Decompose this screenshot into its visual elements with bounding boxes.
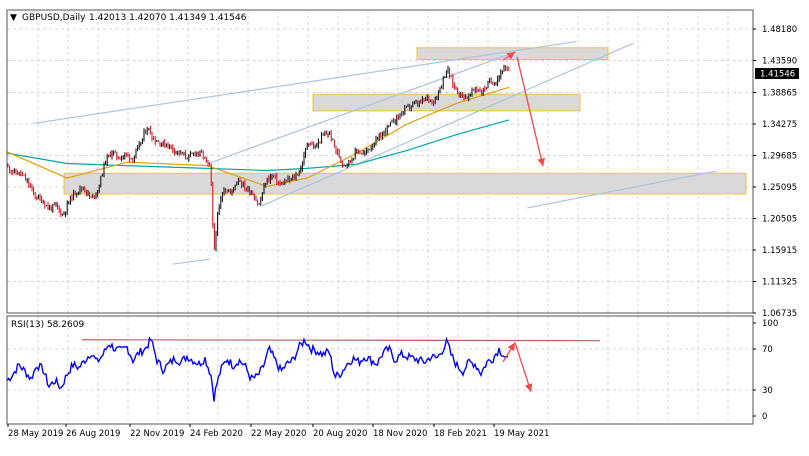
collapse-arrow-icon[interactable]: ▼ <box>10 13 17 23</box>
time-tick-label: 18 Feb 2021 <box>434 429 487 439</box>
rsi-grid <box>7 316 753 424</box>
time-tick-label: 19 May 2021 <box>494 429 549 439</box>
slow-moving-average-line <box>6 119 510 172</box>
price-tick-label: 1.38865 <box>762 89 797 99</box>
main-panel-frame <box>6 9 754 314</box>
trendline[interactable] <box>33 40 577 124</box>
trendline[interactable] <box>261 42 635 207</box>
time-tick-label: 24 Feb 2020 <box>190 429 243 439</box>
time-tick-label: 28 May 2019 <box>8 429 63 439</box>
symbol-timeframe: GBPUSD,Daily <box>22 13 86 23</box>
price-tick-label: 1.11325 <box>762 278 797 288</box>
fast-moving-average-line <box>6 86 510 188</box>
rsi-forecast-arrow[interactable] <box>502 342 516 363</box>
trendline[interactable] <box>207 52 513 165</box>
rsi-label: RSI(13) 58.2609 <box>11 320 84 330</box>
price-tick-label: 1.34275 <box>762 120 797 130</box>
trendline[interactable] <box>526 170 717 209</box>
time-tick-label: 18 Nov 2020 <box>373 429 427 439</box>
time-tick-label: 20 Aug 2020 <box>313 429 367 439</box>
rsi-axis: 100 70 30 0 <box>753 319 778 422</box>
time-axis: 28 May 2019 26 Aug 2019 22 Nov 2019 24 Feb … <box>7 424 549 439</box>
price-tick-label: 1.25095 <box>762 183 797 193</box>
current-price-value: 1.41546 <box>760 70 795 80</box>
forecast-arrows[interactable] <box>502 51 545 167</box>
rsi-resistance-line[interactable] <box>81 339 601 342</box>
rsi-line <box>6 336 509 402</box>
trendline[interactable] <box>172 258 211 265</box>
price-zone[interactable] <box>312 93 581 112</box>
rsi-tick-label: 70 <box>762 345 773 355</box>
forecast-arrow[interactable] <box>502 51 516 61</box>
rsi-panel <box>6 336 601 402</box>
ohlc-readout: 1.42013 1.42070 1.41349 1.41546 <box>89 13 247 23</box>
time-tick-label: 26 Aug 2019 <box>66 429 120 439</box>
current-price-tag-bg <box>755 68 799 79</box>
rsi-tick-label: 0 <box>762 412 767 422</box>
price-candles <box>7 64 510 252</box>
price-tick-label: 1.20505 <box>762 215 797 225</box>
rsi-tick-label: 30 <box>762 386 773 396</box>
price-tick-label: 1.06735 <box>762 309 797 319</box>
main-grid <box>7 10 753 314</box>
price-zone[interactable] <box>63 172 747 195</box>
rsi-forecast-arrow[interactable] <box>514 342 533 393</box>
rsi-panel-frame <box>6 315 754 425</box>
price-tick-label: 1.15915 <box>762 246 797 256</box>
time-tick-label: 22 May 2020 <box>251 429 306 439</box>
trendlines[interactable] <box>33 40 717 265</box>
price-tick-label: 1.48180 <box>762 25 797 35</box>
price-tick-label: 1.43590 <box>762 57 797 67</box>
price-tick-label: 1.29685 <box>762 152 797 162</box>
moving-averages <box>6 86 510 188</box>
chart-header: ▼ GBPUSD,Daily 1.42013 1.42070 1.41349 1… <box>10 13 247 23</box>
forecast-arrow[interactable] <box>516 56 545 167</box>
current-price-tag: 1.41546 <box>755 68 799 80</box>
rsi-tick-label: 100 <box>762 319 778 329</box>
time-tick-label: 22 Nov 2019 <box>130 429 184 439</box>
price-axis: 1.48180 1.43590 1.38865 1.34275 1.29685 1.250… <box>753 25 797 319</box>
